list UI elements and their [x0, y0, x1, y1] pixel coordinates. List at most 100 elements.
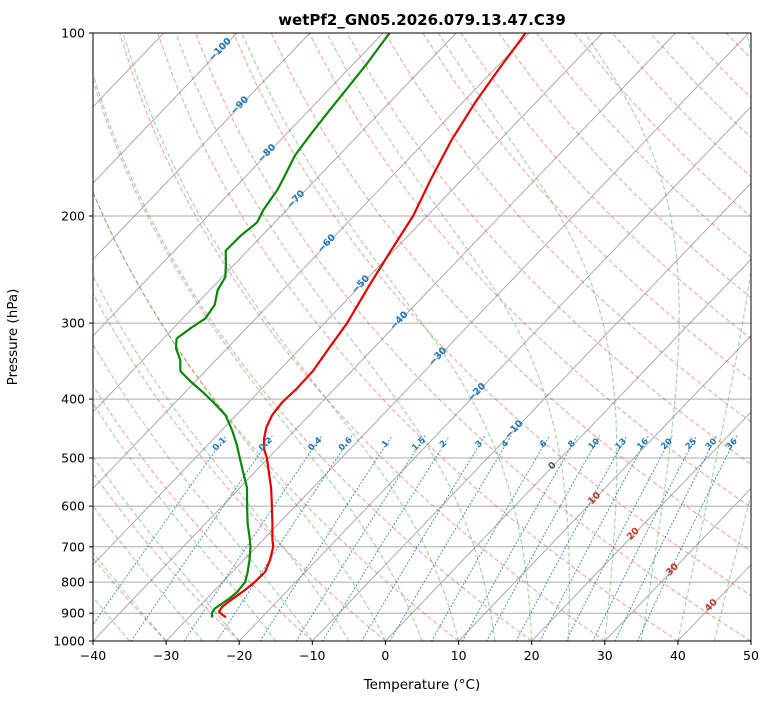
- mixing-ratio-line: [259, 435, 393, 641]
- dry-adiabat-line: [194, 33, 751, 641]
- isotherm-line: [531, 411, 751, 641]
- y-tick-label: 400: [61, 392, 85, 407]
- dry-adiabat-line: [460, 33, 751, 340]
- y-tick-label: 900: [61, 606, 85, 621]
- x-tick-label: −20: [226, 648, 252, 663]
- dry-adiabat-line: [573, 33, 751, 218]
- x-tick-label: 40: [670, 648, 686, 663]
- dry-adiabat-line: [232, 33, 751, 597]
- x-tick-label: −30: [153, 648, 179, 663]
- mixing-ratio-label: 13: [614, 437, 629, 452]
- x-tick-label: 10: [451, 648, 467, 663]
- axes: −40 −30 −20 −10 0 10 20 30 40 5010020030040050060…: [53, 26, 759, 664]
- dry-adiabat-line: [308, 33, 751, 508]
- mixing-ratio-label: 25: [684, 437, 699, 452]
- moist-adiabat-line: [241, 33, 533, 641]
- moist-adiabat-line: [93, 504, 204, 641]
- moist-adiabat-line: [325, 33, 570, 641]
- mixing-ratio-line: [183, 435, 322, 641]
- x-tick-label: −40: [80, 648, 106, 663]
- moist-adiabat-line: [750, 638, 751, 641]
- moist-adiabat-line: [93, 343, 313, 641]
- dry-adiabat-line: [270, 33, 751, 552]
- dry-adiabat-line: [119, 33, 606, 641]
- mixing-ratio-label: 6: [538, 439, 549, 450]
- mixing-ratio-label: 3: [474, 439, 485, 450]
- mixing-ratio-label: 30: [704, 437, 719, 452]
- mixing-ratio-label: 1: [380, 439, 391, 450]
- chart-title: wetPf2_GN05.2026.079.13.47.C39: [278, 11, 566, 29]
- isotherm-line: [458, 335, 751, 641]
- dry-adiabat-line: [93, 472, 240, 641]
- isotherm-line: [93, 33, 457, 413]
- isotherm-line: [93, 33, 676, 641]
- dry-adiabat-line: [649, 33, 751, 139]
- moist-adiabat-line: [93, 78, 423, 641]
- dewpoint-curve: [174, 33, 391, 618]
- dry-adiabat-line: [346, 33, 751, 465]
- dry-adiabat-line: [93, 190, 459, 641]
- isotherm-line: [93, 33, 603, 566]
- mixing-ratio-line: [360, 435, 486, 641]
- dry-adiabat-line: [498, 33, 751, 299]
- mixing-ratio-line: [216, 435, 353, 641]
- mixing-ratio-label: 16: [635, 437, 650, 452]
- isotherm-line: [311, 182, 751, 641]
- x-tick-label: 50: [743, 648, 759, 663]
- moist-adiabats: [93, 33, 751, 641]
- mixing-ratio-line: [389, 435, 512, 641]
- dry-adiabat-line: [93, 557, 167, 641]
- mixing-ratio-label: 0.6: [337, 435, 355, 453]
- moist-adiabat-line: [93, 191, 386, 641]
- moist-adiabat-line: [175, 33, 496, 641]
- mixing-ratio-line: [565, 435, 673, 641]
- plot-background: [93, 33, 751, 641]
- dry-adiabat-line: [687, 33, 751, 99]
- mixing-ratio-line: [130, 435, 273, 641]
- isobar-gridlines: [93, 33, 751, 641]
- y-tick-label: 500: [61, 451, 85, 466]
- mixing-ratio-label: 8: [566, 439, 577, 450]
- isotherm-line: [93, 33, 384, 337]
- dry-adiabat-line: [422, 33, 751, 381]
- temperature-curve: [217, 33, 527, 618]
- isotherm-line: [238, 106, 751, 641]
- x-axis-label: Temperature (°C): [363, 677, 481, 693]
- moist-adiabat-line: [677, 33, 751, 641]
- mixing-ratio-label: 2: [438, 439, 449, 450]
- moist-adiabat-line: [584, 33, 680, 641]
- isotherm-line: [93, 33, 311, 261]
- moist-adiabat-line: [713, 492, 751, 641]
- mixing-ratio-label: 0.2: [257, 435, 275, 453]
- moist-adiabat-line: [122, 33, 460, 641]
- x-tick-label: 30: [597, 648, 613, 663]
- mixing-ratio-line: [295, 435, 426, 641]
- mixing-ratio-line: [322, 435, 450, 641]
- mixing-ratio-labels: 0.1 0.2 0.4 0.6 1 1.5 2 3 4 6 8 10 13 16 20 25 30 36: [211, 435, 740, 453]
- isotherm-line: [385, 258, 751, 641]
- x-tick-label: −10: [299, 648, 325, 663]
- moist-adiabat-line: [93, 274, 350, 641]
- moist-adiabat-line: [93, 455, 240, 641]
- mixing-ratio-line: [431, 435, 550, 641]
- x-tick-label: 20: [524, 648, 540, 663]
- dry-adiabat-line: [93, 292, 386, 641]
- mixing-ratio-line: [515, 435, 627, 641]
- mixing-ratio-line: [461, 435, 578, 641]
- mixing-ratio-label: 4: [500, 439, 511, 450]
- isotherm-gridlines: [93, 33, 751, 641]
- mixing-ratio-line: [539, 435, 649, 641]
- y-tick-label: 100: [61, 26, 85, 41]
- dry-adiabats: [93, 33, 751, 641]
- y-axis-label: Pressure (hPa): [5, 289, 21, 386]
- moist-adiabat-line: [93, 402, 277, 641]
- mixing-ratio-line: [93, 435, 227, 626]
- isotherm-line: [165, 33, 749, 641]
- moist-adiabat-line: [93, 551, 167, 641]
- moist-adiabat-line: [437, 33, 618, 641]
- isotherm-line: [604, 487, 751, 641]
- mixing-ratio-line: [486, 435, 601, 641]
- dry-adiabat-line: [157, 33, 679, 641]
